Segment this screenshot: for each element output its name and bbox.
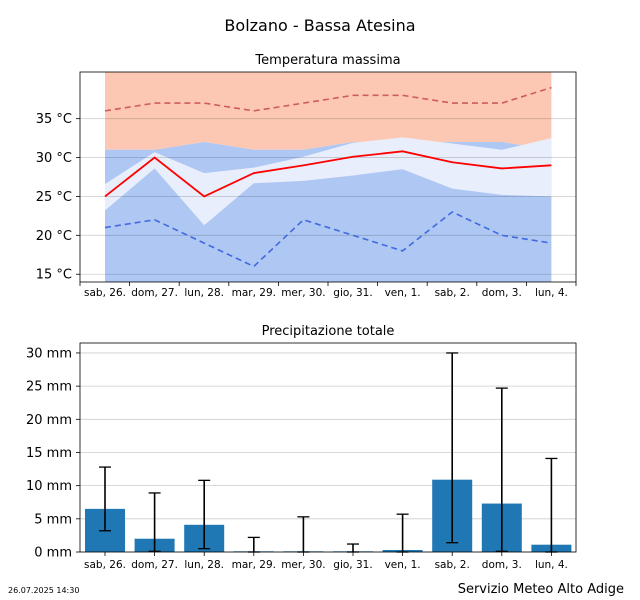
precipitation-xtick-label: mar, 29. [232, 559, 276, 571]
series-line-max [104, 86, 552, 112]
temperature-xtick-label: dom, 27. [131, 287, 178, 299]
precipitation-ytick-label: 20 mm [26, 413, 72, 428]
chart-suptitle: Bolzano - Bassa Atesina [224, 16, 416, 35]
temperature-chart-title: Temperatura massima [254, 53, 400, 68]
temperature-ytick-label: 15 °C [36, 268, 72, 283]
precipitation-ytick-label: 25 mm [26, 380, 72, 395]
precipitation-xtick-label: dom, 27. [131, 559, 178, 571]
temperature-xtick-label: sab, 26. [84, 287, 126, 299]
precipitation-xtick-label: lun, 28. [184, 559, 224, 571]
temperature-ytick-label: 25 °C [36, 190, 72, 205]
temperature-xtick-label: sab, 2. [435, 287, 470, 299]
temperature-xtick-label: ven, 1. [385, 287, 421, 299]
precipitation-xtick-label: mer, 30. [281, 559, 325, 571]
precipitation-ytick-label: 0 mm [34, 546, 72, 561]
band-warm [105, 72, 552, 150]
temperature-ytick-label: 35 °C [36, 112, 72, 127]
precipitation-xtick-label: sab, 26. [84, 559, 126, 571]
temperature-chart: Temperatura massima 15 °C 20 °C 25 °C 30 °C 3… [36, 53, 577, 299]
precipitation-ytick-label: 15 mm [26, 446, 72, 461]
precipitation-chart: Precipitazione totale 0 mm 5 mm 10 mm 15 mm 2… [26, 324, 577, 571]
precipitation-chart-title: Precipitazione totale [262, 324, 395, 339]
source-credit: Servizio Meteo Alto Adige [457, 582, 624, 597]
series-line-min [104, 211, 552, 268]
timestamp: 26.07.2025 14:30 [8, 586, 80, 595]
precipitation-xtick-label: lun, 4. [535, 559, 568, 571]
precipitation-ytick-label: 10 mm [26, 479, 72, 494]
temperature-xtick-label: mer, 30. [281, 287, 325, 299]
precipitation-ytick-label: 5 mm [34, 512, 72, 527]
series-line-median [104, 150, 552, 198]
precipitation-ytick-label: 30 mm [26, 346, 72, 361]
temperature-ytick-label: 30 °C [36, 151, 72, 166]
temperature-ytick-label: 20 °C [36, 229, 72, 244]
temperature-xtick-label: dom, 3. [482, 287, 522, 299]
precipitation-axes-frame [79, 342, 577, 553]
temperature-xtick-label: gio, 31. [333, 287, 372, 299]
precipitation-xtick-label: sab, 2. [435, 559, 470, 571]
temperature-xtick-label: lun, 4. [535, 287, 568, 299]
temperature-xtick-label: lun, 28. [184, 287, 224, 299]
precipitation-xtick-label: ven, 1. [385, 559, 421, 571]
precipitation-xtick-label: dom, 3. [482, 559, 522, 571]
precipitation-xtick-label: gio, 31. [333, 559, 372, 571]
temperature-xtick-label: mar, 29. [232, 287, 276, 299]
